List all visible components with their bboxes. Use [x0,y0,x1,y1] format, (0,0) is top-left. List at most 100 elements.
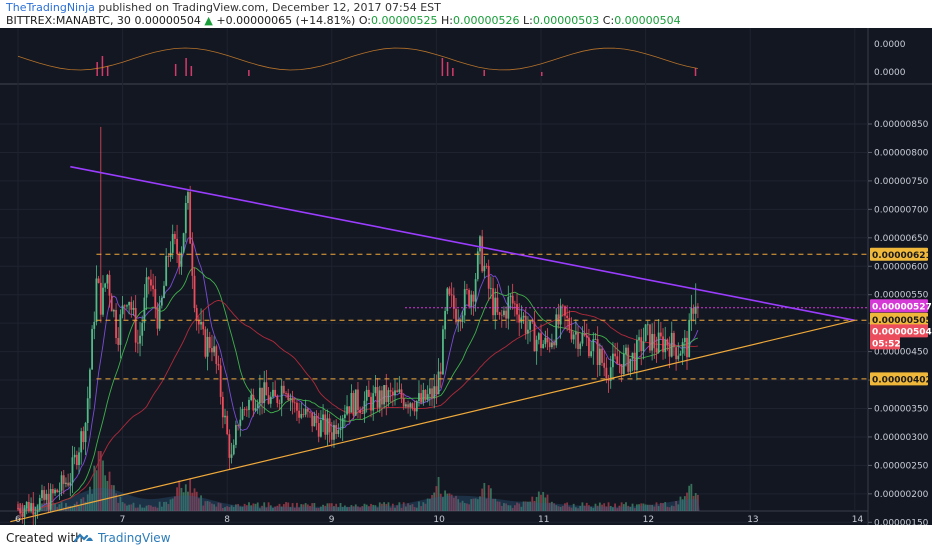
volume-bar [287,502,290,511]
volume-bar [204,501,207,511]
price-tag-bg [870,336,900,350]
volume-bar [542,491,545,511]
candle-body [363,400,366,414]
candle-body [322,414,324,421]
volume-bar [136,507,139,511]
volume-bar [304,503,307,511]
candle-body [178,254,181,267]
volume-bar [208,501,211,511]
volume-bar [152,506,155,511]
volume-bar [459,502,462,511]
candle-body [269,396,272,404]
volume-bar [150,505,152,511]
candle-body [187,192,189,204]
volume-bar [206,501,209,511]
candle-body [156,307,159,329]
price-tick-label: 0.00000850 [874,120,929,130]
volume-bar [99,451,102,511]
price-tag-label: 0.00000527 [872,302,932,312]
volume-bar [402,502,405,511]
candle-body [32,503,35,515]
candle-body [265,382,268,396]
volume-bar [598,502,601,511]
volume-bar [71,505,74,511]
volume-bar [89,486,91,511]
volume-bar [581,502,584,511]
candle-body [583,333,586,336]
candle-body [389,390,392,392]
trendlines[interactable] [10,165,855,523]
volume-bar [104,475,107,511]
candle-body [324,414,327,435]
candle-body [328,418,331,433]
indicator-spike [96,62,98,76]
candle-body [485,265,488,267]
volume-bar [500,505,503,511]
author-link[interactable]: TheTradingNinja [6,1,95,14]
volume-bar [590,506,593,511]
volume-bar [498,501,501,511]
volume-bar [182,492,185,511]
volume-bar [546,494,549,511]
volume-bar [69,505,72,511]
volume-bar [466,503,468,511]
candle-body [387,390,390,403]
publish-line: TheTradingNinja published on TradingView… [6,1,441,14]
volume-bar [306,504,309,511]
volume-bar [361,506,364,511]
candle-body [78,452,80,466]
volume-bar [544,497,547,511]
candle-body [533,322,536,352]
candle-body [433,386,436,399]
candle-body [280,385,283,404]
candle-body [359,410,362,413]
price-tick-label: 0.00000350 [874,405,929,415]
candle-body [609,367,612,381]
candle-body [27,501,30,512]
volume-bar [108,471,111,511]
candle-body [333,424,335,440]
candle-body [581,333,584,344]
volume-bar [54,503,56,511]
candle-body [150,279,152,286]
volume-bar [513,505,516,511]
volume-bar [245,505,248,511]
volume-bar [570,507,573,511]
chart-svg[interactable]: 0.0000 0.0000 0.00000850 0.00000800 0.00000… [0,28,932,525]
candle-body [43,490,46,500]
volume-bar [296,502,298,511]
volume-bar [463,502,466,511]
candle-body [163,285,165,298]
time-tick-label: 7 [120,515,126,525]
candlesticks [17,126,699,525]
volume-bar [468,504,470,511]
candle-body [211,347,213,353]
low-label: L: [522,14,533,27]
candle-body [450,294,453,296]
candle-body [489,288,492,290]
candle-body [683,337,686,343]
candle-body [75,454,78,466]
time-axis[interactable]: 6 7 8 9 10 11 12 13 14 [15,515,864,525]
candle-body [686,337,688,358]
candle-body [522,315,525,318]
candle-body [267,395,270,404]
volume-bar [341,506,344,511]
candle-body [250,395,253,401]
candle-body [385,385,388,403]
candle-body [254,408,257,411]
volume-bar [588,505,590,511]
candle-body [65,482,67,484]
chart-area[interactable]: 0.0000 0.0000 0.00000850 0.00000800 0.00000… [0,28,932,525]
volume-bar [237,504,239,511]
tradingview-brand[interactable]: TradingView [98,531,171,545]
volume-bar [176,487,178,511]
candle-body [424,389,427,400]
volume-bar [269,505,272,511]
candle-body [459,321,462,323]
volume-bar [448,493,451,511]
price-tick-label: 0.00000600 [874,262,929,272]
price-change: +0.00000065 (+14.81%) [216,14,356,27]
time-tick-label: 13 [747,515,758,525]
volume-bar [378,502,381,511]
